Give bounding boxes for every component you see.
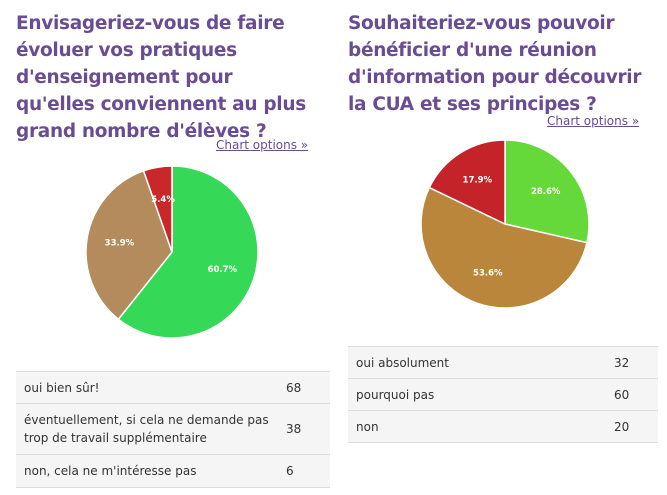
chart-panel-right: Souhaiteriez-vous pouvoir bénéficier d'u… — [340, 0, 660, 495]
answer-count: 60 — [614, 387, 630, 402]
pie-slice — [85, 169, 173, 321]
pie-chart: 60.7% 33.9% 5.4% — [85, 165, 259, 339]
chart-options-link[interactable]: Chart options » — [547, 114, 640, 128]
slice-label: 60.7% — [208, 265, 238, 275]
chart-title: Envisageriez-vous de faire évoluer vos p… — [16, 13, 306, 142]
chart-panel-left: Envisageriez-vous de faire évoluer vos p… — [8, 0, 330, 495]
answer-count: 32 — [614, 355, 630, 370]
table-row: pourquoi pas 60 — [348, 379, 658, 411]
answer-count: 38 — [286, 422, 302, 436]
answer-label: pourquoi pas — [356, 387, 435, 402]
answer-label: oui bien sûr! — [24, 380, 100, 395]
results-table: oui bien sûr! 68 éventuellement, si cela… — [16, 371, 330, 488]
pie-chart: 28.6% 53.6% 17.9% — [420, 139, 590, 309]
answer-count: 68 — [286, 380, 302, 395]
slice-label: 28.6% — [531, 187, 561, 197]
pie-slice — [504, 139, 590, 244]
results-table: oui absolument 32 pourquoi pas 60 non 20 — [348, 346, 658, 443]
answer-label: non, cela ne m'intéresse pas — [24, 464, 197, 478]
table-row: oui bien sûr! 68 — [16, 372, 330, 404]
table-row: non, cela ne m'intéresse pas 6 — [16, 455, 330, 488]
answer-label: non — [356, 419, 379, 434]
table-row: oui absolument 32 — [348, 347, 658, 379]
slice-label: 53.6% — [473, 269, 503, 279]
slice-label: 5.4% — [151, 195, 175, 205]
pie-slice — [142, 165, 173, 253]
pie-slice — [428, 139, 506, 226]
table-row: non 20 — [348, 411, 658, 443]
answer-count: 6 — [286, 464, 294, 478]
answer-count: 20 — [614, 419, 630, 434]
pie-slice — [117, 165, 259, 339]
chart-options-link[interactable]: Chart options » — [216, 138, 309, 152]
table-row: éventuellement, si cela ne demande pas t… — [16, 404, 330, 455]
answer-label: éventuellement, si cela ne demande pas t… — [24, 413, 269, 445]
slice-label: 33.9% — [105, 239, 135, 249]
slice-label: 17.9% — [463, 175, 493, 185]
answer-label: oui absolument — [356, 355, 449, 370]
chart-title: Souhaiteriez-vous pouvoir bénéficier d'u… — [348, 13, 642, 115]
pie-slice — [420, 186, 588, 309]
